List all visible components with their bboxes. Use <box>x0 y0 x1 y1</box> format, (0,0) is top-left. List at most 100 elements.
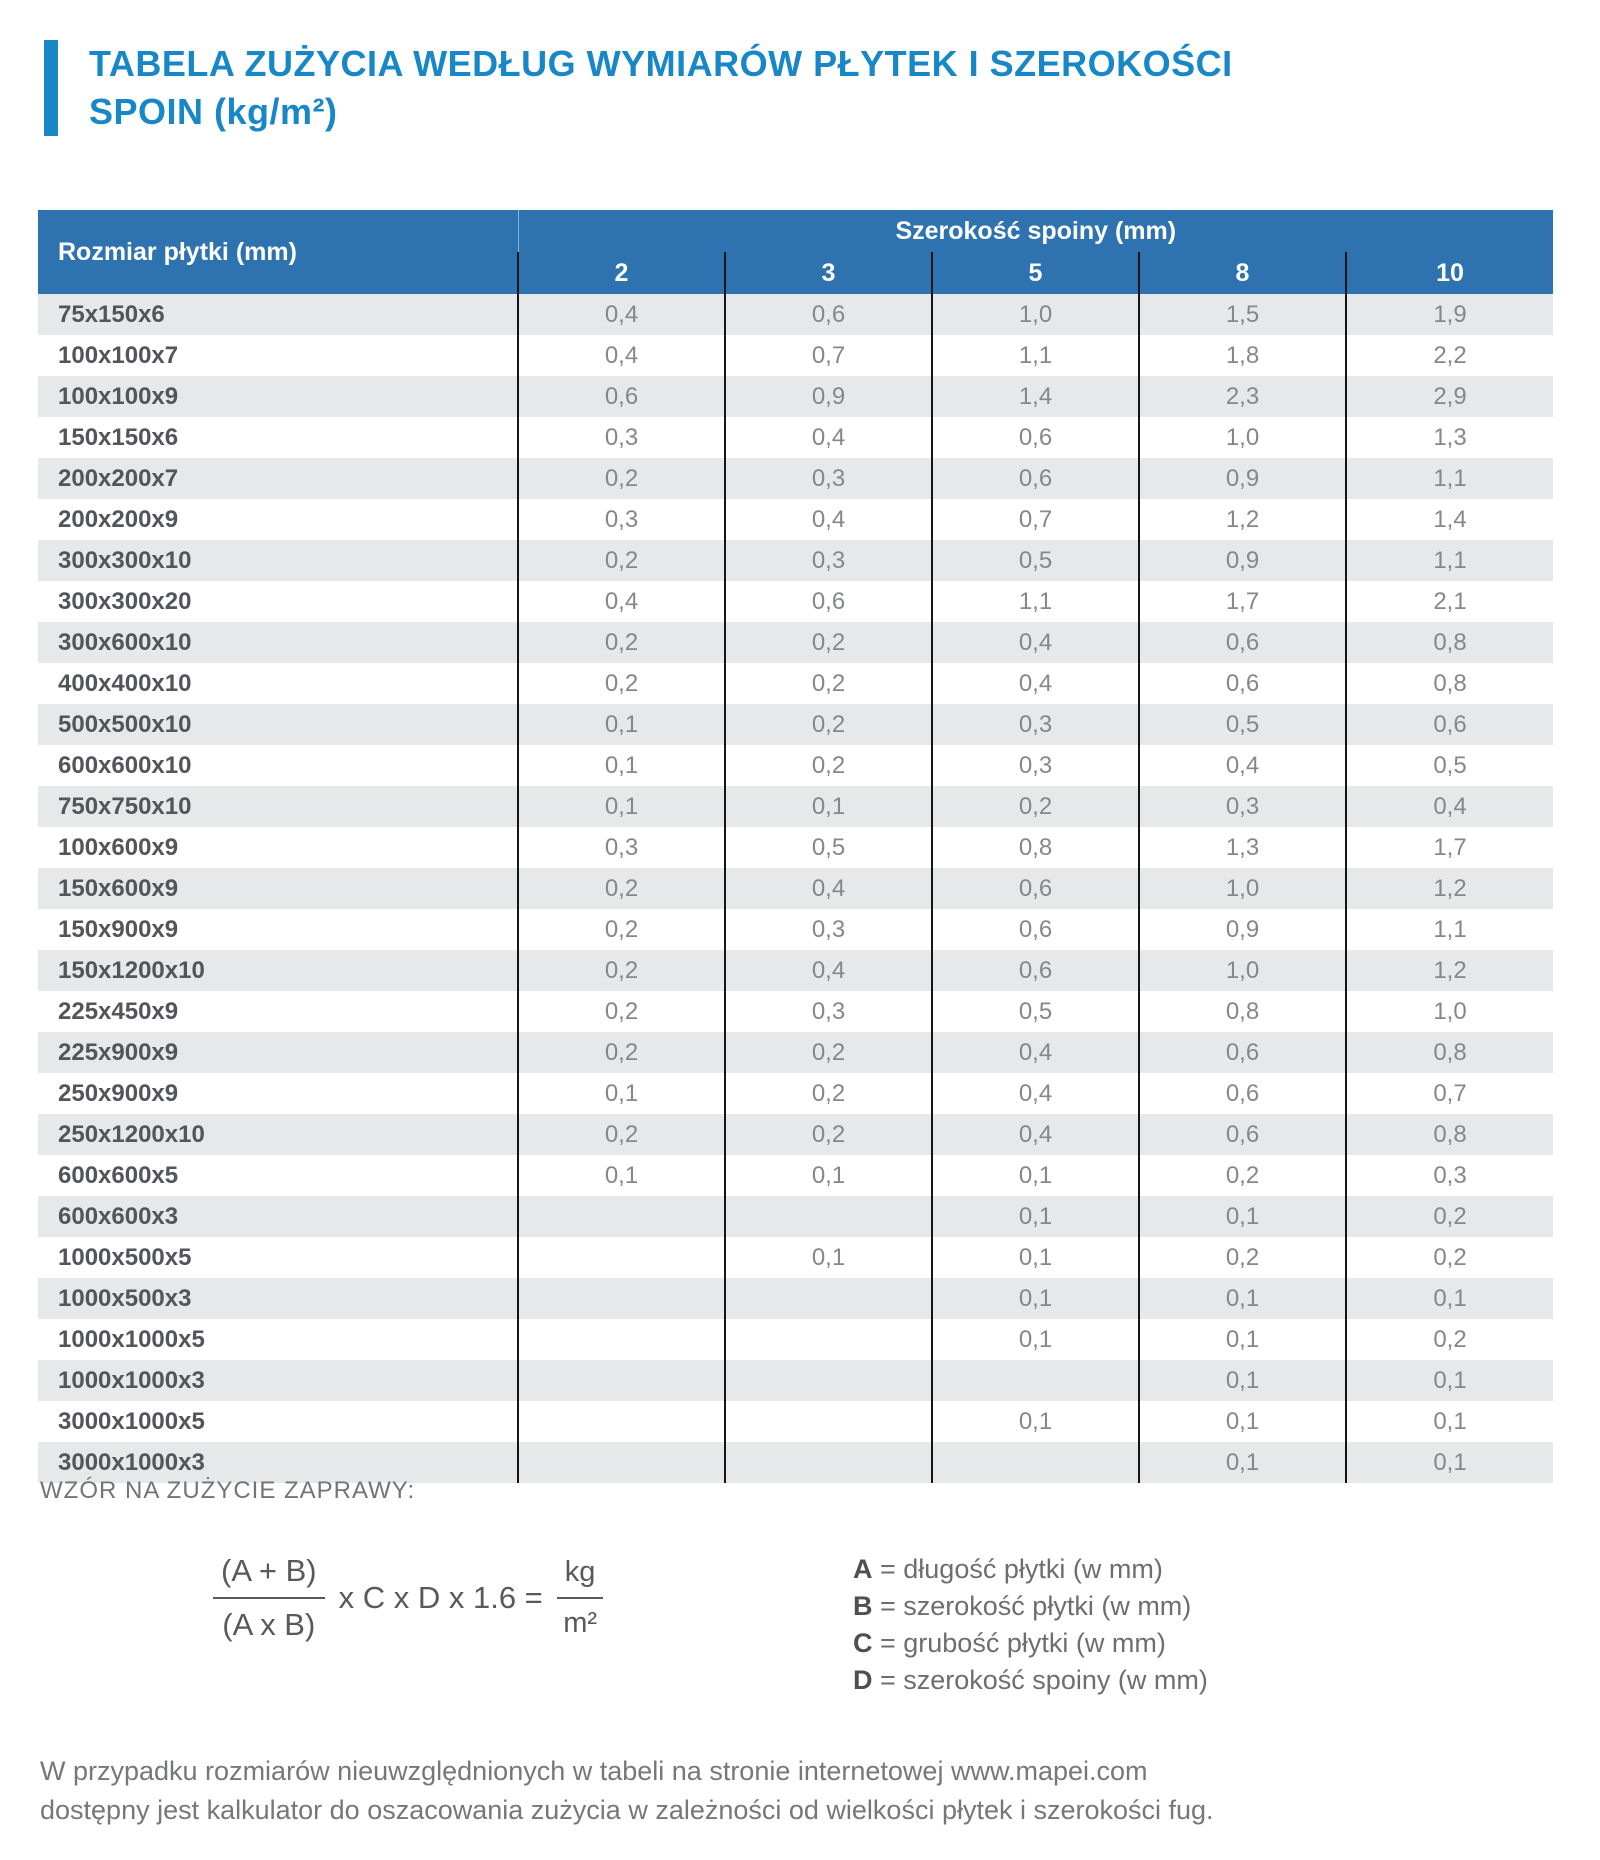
consumption-value-cell: 0,6 <box>724 294 932 335</box>
table-row: 300x300x20 0,4 0,6 1,1 1,7 2,1 <box>38 581 1554 622</box>
tile-size-cell: 300x300x10 <box>58 546 192 574</box>
consumption-value-cell: 0,2 <box>517 622 725 663</box>
consumption-value-cell: 0,8 <box>1344 1114 1554 1155</box>
table-row: 750x750x10 0,1 0,1 0,2 0,3 0,4 <box>38 786 1554 827</box>
formula-result-numerator: kg <box>556 1556 604 1599</box>
tile-size-cell: 250x1200x10 <box>58 1120 205 1148</box>
table-row: 300x300x10 0,2 0,3 0,5 0,9 1,1 <box>38 540 1554 581</box>
tile-size-cell: 300x600x10 <box>58 628 192 656</box>
joint-width-group-header: Szerokość spoiny (mm) <box>517 210 1554 252</box>
consumption-value-cell: 0,4 <box>724 950 932 991</box>
consumption-value-cell: 0,4 <box>517 581 725 622</box>
consumption-value-cell: 0,9 <box>1138 540 1346 581</box>
joint-width-header-10: 10 <box>1344 252 1554 294</box>
consumption-value-cell: 0,2 <box>517 540 725 581</box>
page-title-line1: TABELA ZUŻYCIA WEDŁUG WYMIARÓW PŁYTEK I … <box>89 43 1233 84</box>
table-row: 150x1200x10 0,2 0,4 0,6 1,0 1,2 <box>38 950 1554 991</box>
formula-fraction-denominator: (A x B) <box>222 1607 316 1642</box>
consumption-value-cell: 0,9 <box>724 376 932 417</box>
consumption-value-cell: 0,6 <box>931 909 1139 950</box>
consumption-value-cell: 1,7 <box>1138 581 1346 622</box>
table-row: 150x150x6 0,3 0,4 0,6 1,0 1,3 <box>38 417 1554 458</box>
consumption-value-cell: 0,6 <box>931 417 1139 458</box>
formula-fraction-numerator: (A + B) <box>213 1553 325 1599</box>
tile-size-cell: 225x900x9 <box>58 1038 179 1066</box>
consumption-value-cell: 1,0 <box>1138 868 1346 909</box>
tile-size-cell: 600x600x5 <box>58 1161 179 1189</box>
consumption-value-cell: 0,6 <box>1344 704 1554 745</box>
table-row: 1000x1000x3 0,1 0,1 <box>38 1360 1554 1401</box>
consumption-value-cell: 0,3 <box>517 499 725 540</box>
consumption-value-cell <box>724 1278 932 1319</box>
consumption-value-cell <box>517 1237 725 1278</box>
table-row: 225x450x9 0,2 0,3 0,5 0,8 1,0 <box>38 991 1554 1032</box>
consumption-value-cell: 0,1 <box>517 704 725 745</box>
consumption-value-cell: 0,7 <box>931 499 1139 540</box>
consumption-value-cell: 0,2 <box>1138 1155 1346 1196</box>
consumption-value-cell <box>724 1319 932 1360</box>
joint-width-values-row: 2 3 5 8 10 <box>38 252 1554 294</box>
footer-note-line2: dostępny jest kalkulator do oszacowania … <box>40 1795 1214 1825</box>
legend-item-B: B = szerokość płytki (w mm) <box>853 1591 1192 1621</box>
tile-size-cell: 200x200x9 <box>58 505 179 533</box>
consumption-value-cell: 0,1 <box>517 1155 725 1196</box>
consumption-value-cell: 0,3 <box>931 704 1139 745</box>
tile-size-cell: 100x100x9 <box>58 382 179 410</box>
consumption-value-cell: 2,1 <box>1344 581 1554 622</box>
joint-width-header-8: 8 <box>1138 252 1346 294</box>
table-row: 250x900x9 0,1 0,2 0,4 0,6 0,7 <box>38 1073 1554 1114</box>
consumption-value-cell: 0,4 <box>1344 786 1554 827</box>
consumption-value-cell <box>931 1442 1139 1483</box>
consumption-value-cell: 0,2 <box>724 1073 932 1114</box>
tile-size-cell: 200x200x7 <box>58 464 179 492</box>
tile-size-cell: 150x150x6 <box>58 423 179 451</box>
table-row: 150x600x9 0,2 0,4 0,6 1,0 1,2 <box>38 868 1554 909</box>
tile-size-cell: 3000x1000x5 <box>58 1407 205 1435</box>
table-row: 75x150x6 0,4 0,6 1,0 1,5 1,9 <box>38 294 1554 335</box>
consumption-value-cell <box>517 1442 725 1483</box>
consumption-value-cell: 0,2 <box>931 786 1139 827</box>
consumption-value-cell: 0,4 <box>931 1073 1139 1114</box>
consumption-value-cell: 0,4 <box>931 663 1139 704</box>
consumption-value-cell: 0,2 <box>517 868 725 909</box>
consumption-value-cell <box>517 1196 725 1237</box>
table-header-row-top: Rozmiar płytki (mm) Szerokość spoiny (mm… <box>38 210 1554 294</box>
consumption-value-cell: 0,1 <box>517 786 725 827</box>
consumption-value-cell: 0,6 <box>931 950 1139 991</box>
tile-size-cell: 1000x1000x3 <box>58 1366 205 1394</box>
consumption-value-cell: 0,3 <box>517 417 725 458</box>
consumption-value-cell: 0,2 <box>517 909 725 950</box>
tile-size-cell: 150x600x9 <box>58 874 179 902</box>
tile-size-cell: 600x600x10 <box>58 751 192 779</box>
consumption-value-cell: 0,6 <box>1138 1073 1346 1114</box>
legend-letter: A <box>853 1554 873 1584</box>
consumption-value-cell: 0,2 <box>517 1032 725 1073</box>
consumption-value-cell: 1,0 <box>1344 991 1554 1032</box>
consumption-value-cell: 0,2 <box>724 1114 932 1155</box>
tile-size-column-header: Rozmiar płytki (mm) <box>38 210 518 294</box>
page-title-block: TABELA ZUŻYCIA WEDŁUG WYMIARÓW PŁYTEK I … <box>44 40 1233 136</box>
legend-item-D: D = szerokość spoiny (w mm) <box>853 1665 1208 1695</box>
consumption-value-cell: 0,1 <box>1344 1278 1554 1319</box>
formula-result-denominator: m² <box>563 1607 598 1639</box>
formula-fraction: (A + B) (A x B) <box>213 1553 325 1643</box>
consumption-value-cell: 0,4 <box>724 499 932 540</box>
footer-note-line1: W przypadku rozmiarów nieuwzględnionych … <box>40 1756 1148 1786</box>
consumption-value-cell: 0,6 <box>1138 1032 1346 1073</box>
consumption-value-cell: 0,2 <box>1344 1237 1554 1278</box>
consumption-value-cell <box>724 1442 932 1483</box>
consumption-value-cell: 0,3 <box>517 827 725 868</box>
consumption-value-cell: 0,4 <box>517 294 725 335</box>
table-row: 100x100x7 0,4 0,7 1,1 1,8 2,2 <box>38 335 1554 376</box>
table-row: 600x600x5 0,1 0,1 0,1 0,2 0,3 <box>38 1155 1554 1196</box>
consumption-value-cell: 1,8 <box>1138 335 1346 376</box>
consumption-value-cell: 0,1 <box>1138 1360 1346 1401</box>
consumption-value-cell: 0,4 <box>517 335 725 376</box>
consumption-value-cell: 0,1 <box>931 1196 1139 1237</box>
page-title: TABELA ZUŻYCIA WEDŁUG WYMIARÓW PŁYTEK I … <box>89 40 1233 136</box>
consumption-table-wrap: Rozmiar płytki (mm) Szerokość spoiny (mm… <box>38 210 1554 1483</box>
consumption-value-cell: 0,4 <box>931 622 1139 663</box>
consumption-value-cell: 0,1 <box>931 1401 1139 1442</box>
table-row: 150x900x9 0,2 0,3 0,6 0,9 1,1 <box>38 909 1554 950</box>
consumption-formula: (A + B) (A x B) x C x D x 1.6 = kg m² <box>213 1553 604 1643</box>
